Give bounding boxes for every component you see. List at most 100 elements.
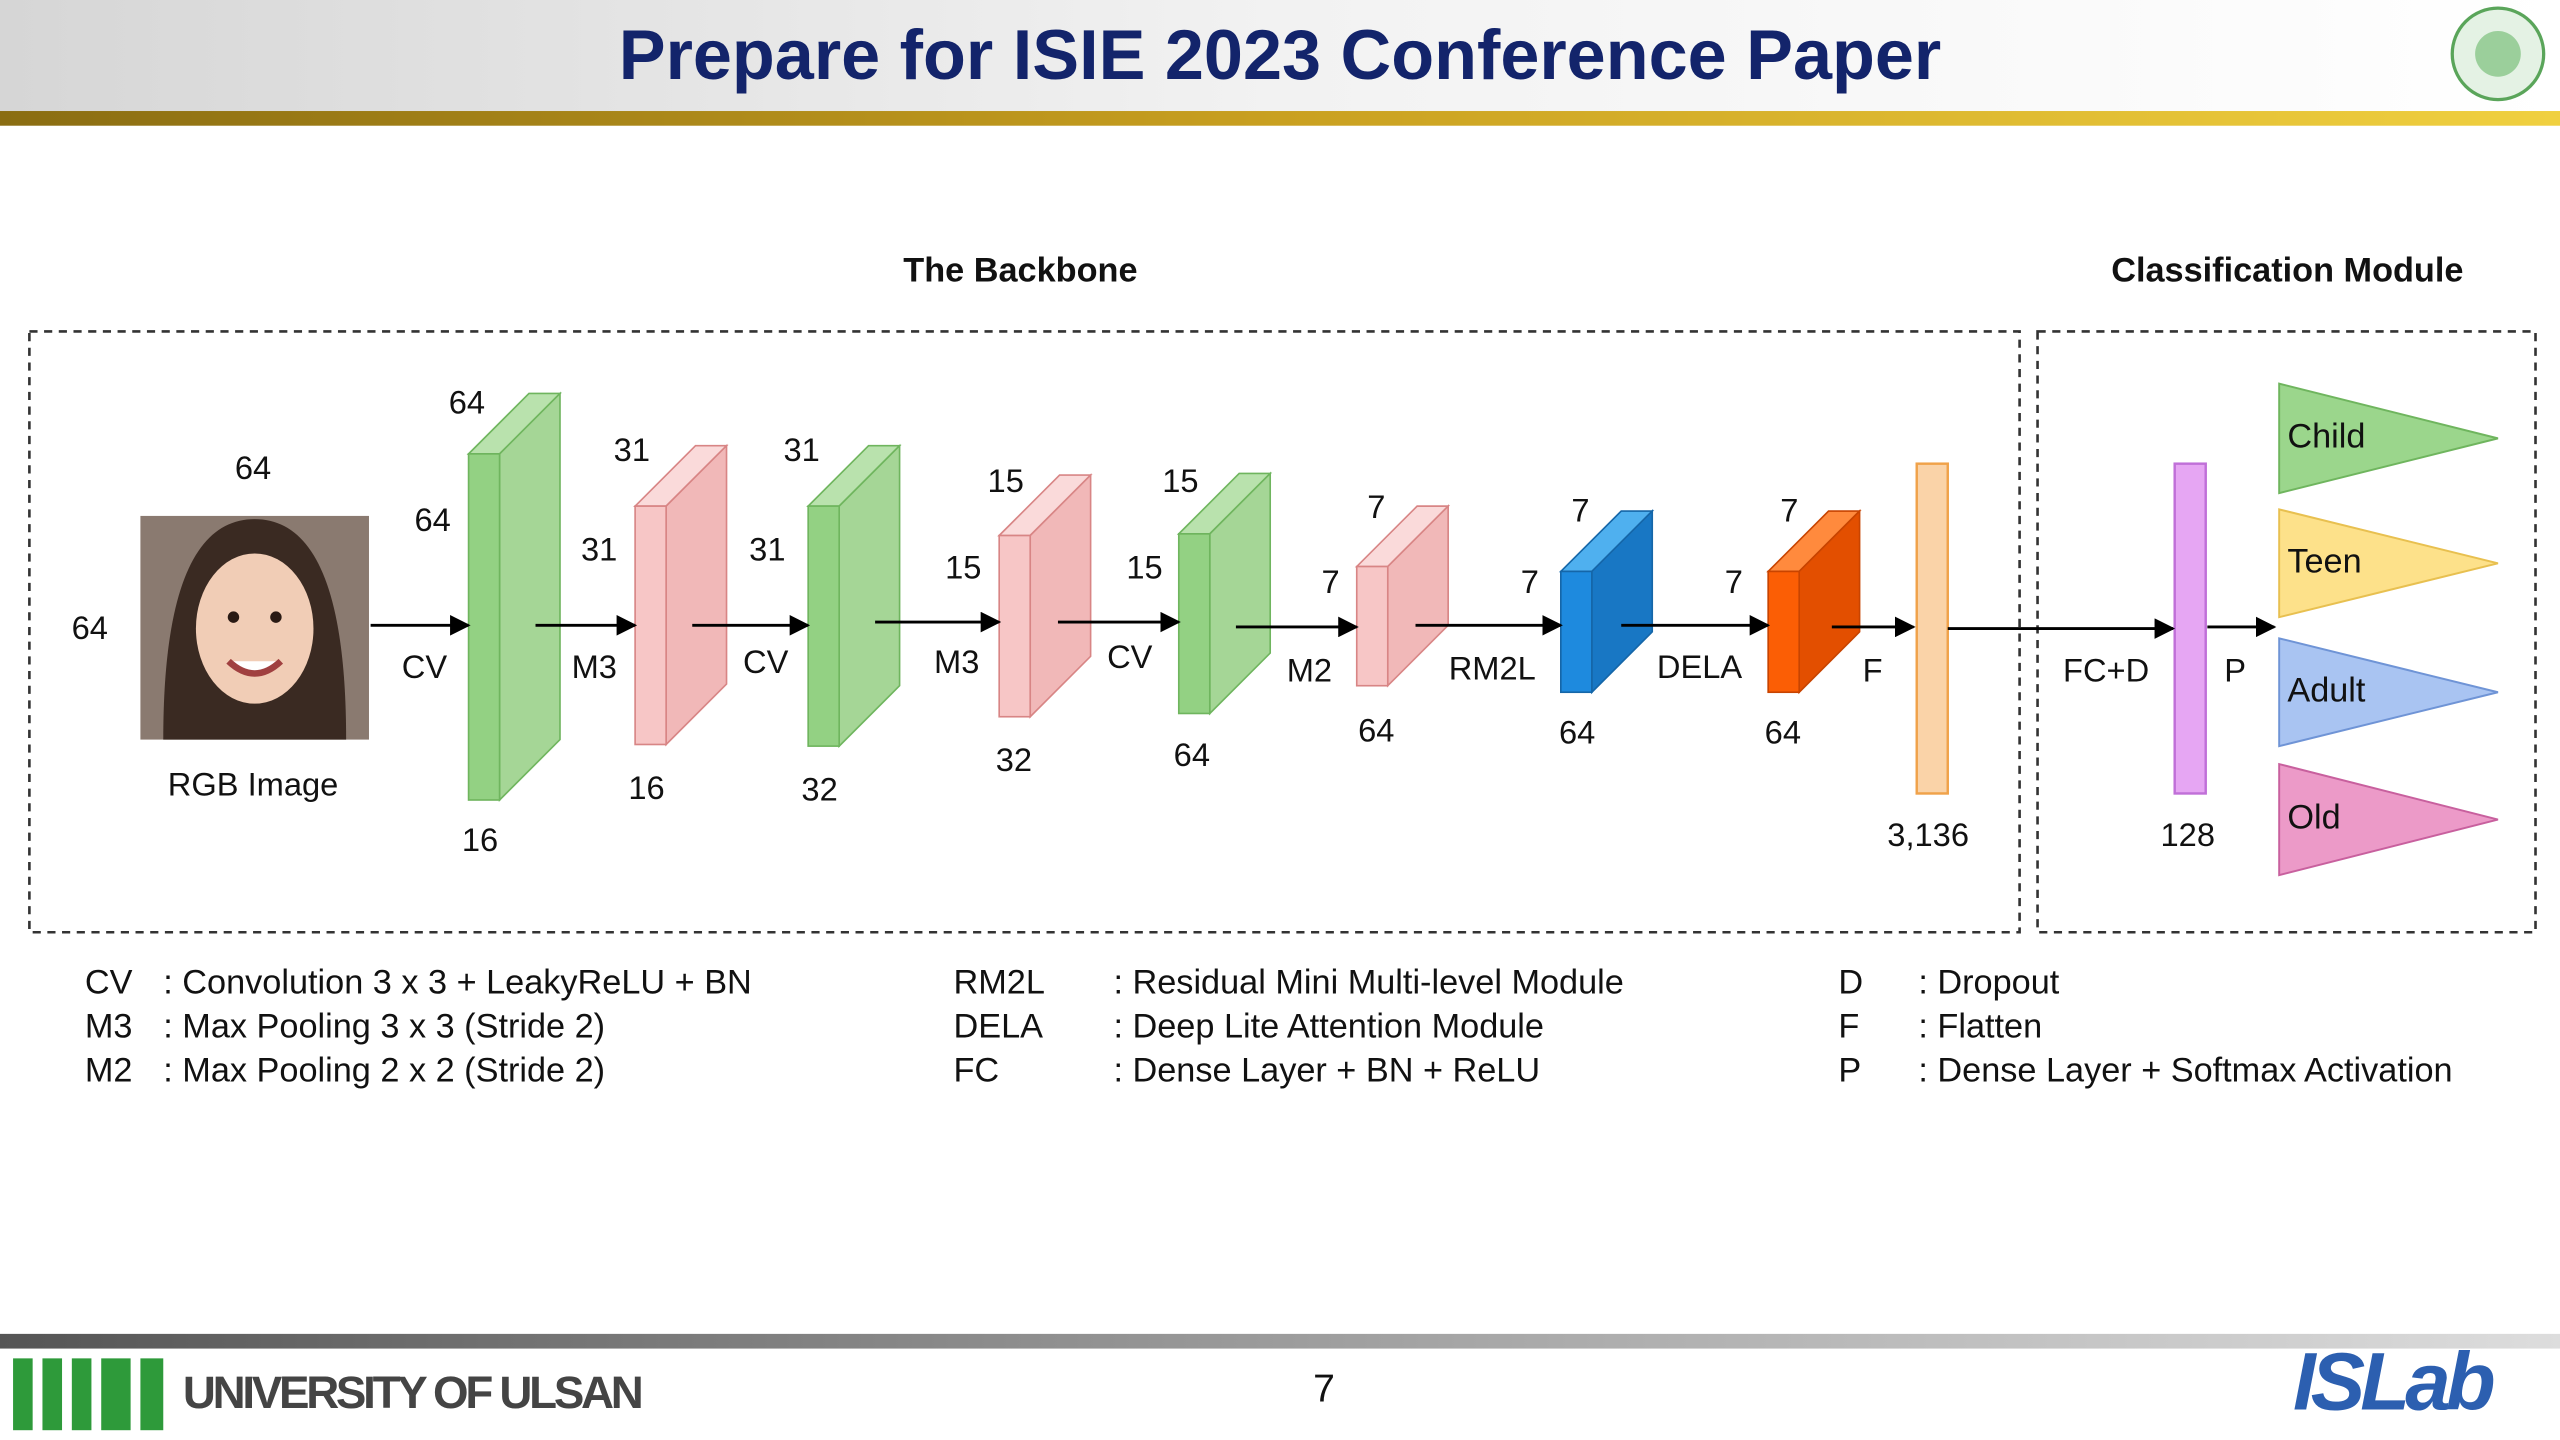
block-width: 15 bbox=[1162, 462, 1198, 499]
block-width: 31 bbox=[614, 431, 650, 468]
flatten-size: 3,136 bbox=[1887, 816, 1969, 853]
university-logo bbox=[13, 1358, 164, 1431]
block-width: 64 bbox=[449, 384, 485, 421]
operation-label: DELA bbox=[1657, 648, 1742, 685]
legend-abbr: CV bbox=[85, 964, 133, 1002]
operation-label: RM2L bbox=[1449, 650, 1536, 687]
class-output bbox=[2278, 762, 2499, 877]
section-title: The Backbone bbox=[903, 252, 1137, 290]
photo-eye bbox=[227, 611, 240, 623]
legend-text: : Dense Layer + Softmax Activation bbox=[1918, 1052, 2452, 1090]
block-front bbox=[467, 453, 501, 801]
block-front bbox=[1767, 570, 1800, 694]
class-label: Teen bbox=[2287, 542, 2361, 580]
block-front bbox=[1355, 565, 1389, 687]
operation-label: F bbox=[1863, 651, 1883, 688]
class-output bbox=[2278, 382, 2499, 495]
block-front bbox=[998, 534, 1032, 718]
operation-label: M2 bbox=[1287, 651, 1332, 688]
flatten-layer bbox=[1915, 462, 1949, 795]
section-title: Classification Module bbox=[2111, 252, 2463, 290]
legend-abbr: DELA bbox=[953, 1008, 1043, 1046]
block-channels: 32 bbox=[996, 741, 1032, 778]
block-front bbox=[1560, 570, 1593, 694]
operation-label: FC+D bbox=[2063, 651, 2149, 688]
legend-abbr: RM2L bbox=[953, 964, 1044, 1002]
legend-abbr: M2 bbox=[85, 1052, 133, 1090]
block-height: 7 bbox=[1322, 563, 1340, 600]
input-label: RGB Image bbox=[168, 766, 339, 803]
legend-text: : Convolution 3 x 3 + LeakyReLU + BN bbox=[163, 964, 752, 1002]
class-label: Old bbox=[2287, 799, 2340, 837]
block-height: 15 bbox=[1126, 548, 1162, 585]
block-width: 31 bbox=[783, 431, 819, 468]
lab-logo: ISLab bbox=[2293, 1336, 2494, 1427]
legend-text: : Dense Layer + BN + ReLU bbox=[1113, 1052, 1540, 1090]
header-bar bbox=[0, 0, 2560, 115]
legend-text: : Max Pooling 3 x 3 (Stride 2) bbox=[163, 1008, 605, 1046]
block-height: 7 bbox=[1725, 563, 1743, 600]
input-image bbox=[140, 515, 369, 740]
block-height: 31 bbox=[749, 530, 785, 567]
class-label: Child bbox=[2287, 417, 2365, 455]
logo-bar bbox=[42, 1358, 63, 1431]
operation-label: M3 bbox=[934, 643, 979, 680]
operation-label: P bbox=[2224, 651, 2246, 688]
legend-text: : Flatten bbox=[1918, 1008, 2042, 1046]
photo-smile bbox=[226, 658, 284, 677]
dense-layer bbox=[2173, 462, 2207, 795]
operation-label: CV bbox=[402, 648, 448, 685]
header-rule bbox=[0, 111, 2560, 126]
logo-bar bbox=[140, 1358, 164, 1431]
legend-text: : Max Pooling 2 x 2 (Stride 2) bbox=[163, 1052, 605, 1090]
logo-bar bbox=[101, 1358, 131, 1431]
block-front bbox=[807, 505, 841, 747]
block-width: 7 bbox=[1367, 488, 1385, 525]
block-front bbox=[1177, 533, 1211, 715]
class-label: Adult bbox=[2287, 671, 2366, 709]
input-width: 64 bbox=[235, 449, 271, 486]
block-channels: 64 bbox=[1559, 713, 1595, 750]
block-channels: 16 bbox=[462, 821, 498, 858]
block-width: 7 bbox=[1780, 491, 1798, 528]
block-channels: 16 bbox=[628, 769, 664, 806]
legend-text: : Dropout bbox=[1918, 964, 2059, 1002]
slide-title: Prepare for ISIE 2023 Conference Paper bbox=[619, 15, 1941, 94]
university-name: UNIVERSITY OF ULSAN bbox=[183, 1367, 641, 1418]
block-channels: 32 bbox=[801, 770, 837, 807]
block-side bbox=[498, 391, 561, 802]
logo-bar bbox=[13, 1358, 33, 1431]
legend-text: : Deep Lite Attention Module bbox=[1113, 1008, 1544, 1046]
block-height: 31 bbox=[581, 530, 617, 567]
block-height: 64 bbox=[414, 501, 450, 538]
legend-abbr: D bbox=[1838, 964, 1863, 1002]
legend-text: : Residual Mini Multi-level Module bbox=[1113, 964, 1623, 1002]
classification-box bbox=[2036, 330, 2537, 934]
block-channels: 64 bbox=[1765, 713, 1801, 750]
photo-eye bbox=[270, 611, 282, 623]
block-height: 7 bbox=[1521, 563, 1539, 600]
legend-abbr: FC bbox=[953, 1052, 999, 1090]
class-output bbox=[2278, 508, 2499, 619]
block-width: 15 bbox=[988, 462, 1024, 499]
operation-label: CV bbox=[743, 643, 789, 680]
operation-label: M3 bbox=[572, 648, 617, 685]
backbone-box bbox=[28, 330, 2021, 934]
photo-face bbox=[195, 553, 314, 704]
footer-rule bbox=[0, 1333, 2560, 1349]
block-channels: 64 bbox=[1358, 712, 1394, 749]
legend-abbr: P bbox=[1838, 1052, 1861, 1090]
legend-abbr: M3 bbox=[85, 1008, 133, 1046]
block-channels: 64 bbox=[1174, 736, 1210, 773]
input-height: 64 bbox=[72, 609, 108, 646]
legend-abbr: F bbox=[1838, 1008, 1859, 1046]
page-number: 7 bbox=[1313, 1367, 1335, 1410]
logo-bar bbox=[71, 1358, 92, 1431]
block-front bbox=[634, 505, 667, 746]
operation-label: CV bbox=[1107, 638, 1153, 675]
block-width: 7 bbox=[1571, 491, 1589, 528]
emblem bbox=[2450, 6, 2546, 102]
emblem-core bbox=[2475, 31, 2521, 77]
